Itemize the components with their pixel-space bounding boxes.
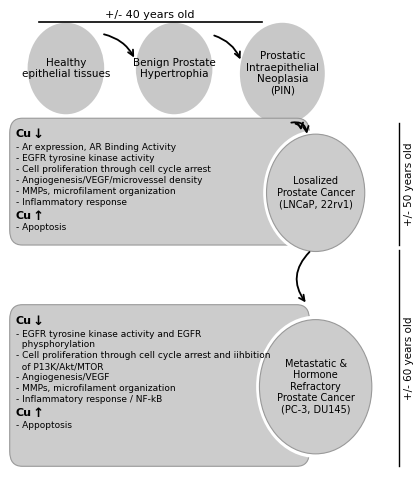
Circle shape [259,320,372,454]
Text: +/- 60 years old: +/- 60 years old [404,316,414,400]
Text: physphorylation: physphorylation [16,340,95,349]
Text: Cu: Cu [16,408,32,418]
Text: - EGFR tyrosine kinase activity and EGFR: - EGFR tyrosine kinase activity and EGFR [16,330,201,338]
Text: ↑: ↑ [33,210,44,222]
Circle shape [136,23,212,114]
Text: - Inflammatory response / NF-kB: - Inflammatory response / NF-kB [16,395,162,404]
Circle shape [266,134,365,252]
Text: - EGFR tyrosine kinase activity: - EGFR tyrosine kinase activity [16,154,155,163]
Text: - Angiogenesis/VEGF/microvessel density: - Angiogenesis/VEGF/microvessel density [16,176,202,185]
Text: Prostatic
Intraepithelial
Neoplasia
(PIN): Prostatic Intraepithelial Neoplasia (PIN… [246,51,319,96]
Circle shape [28,23,104,114]
Text: +/- 40 years old: +/- 40 years old [106,10,195,20]
Text: Benign Prostate
Hypertrophia: Benign Prostate Hypertrophia [133,58,215,80]
Text: ↓: ↓ [33,128,44,141]
Text: - Inflammatory response: - Inflammatory response [16,198,127,207]
Text: Metastatic &
Hormone
Refractory
Prostate Cancer
(PC-3, DU145): Metastatic & Hormone Refractory Prostate… [277,358,354,415]
Text: of P13K/Akt/MTOR: of P13K/Akt/MTOR [16,362,103,372]
Circle shape [240,23,325,124]
Text: ↑: ↑ [33,407,44,420]
Text: - Cell proliferation through cell cycle arrest: - Cell proliferation through cell cycle … [16,165,211,174]
Text: Healthy
epithelial tissues: Healthy epithelial tissues [22,58,110,80]
Circle shape [263,130,368,256]
Text: Cu: Cu [16,210,32,220]
Text: - Appoptosis: - Appoptosis [16,420,72,430]
Text: ↓: ↓ [33,314,44,328]
FancyBboxPatch shape [10,304,309,466]
Text: - MMPs, microfilament organization: - MMPs, microfilament organization [16,187,176,196]
Text: - Ar expression, AR Binding Activity: - Ar expression, AR Binding Activity [16,143,176,152]
Text: - Cell proliferation through cell cycle arrest and iihbition: - Cell proliferation through cell cycle … [16,352,270,360]
Text: - MMPs, microfilament organization: - MMPs, microfilament organization [16,384,176,394]
Text: Losalized
Prostate Cancer
(LNCaP, 22rv1): Losalized Prostate Cancer (LNCaP, 22rv1) [277,176,354,210]
Text: +/- 50 years old: +/- 50 years old [404,142,414,226]
Text: Cu: Cu [16,316,32,326]
Text: - Angiogenesis/VEGF: - Angiogenesis/VEGF [16,374,109,382]
Text: - Apoptosis: - Apoptosis [16,223,66,232]
Text: Cu: Cu [16,129,32,139]
Circle shape [256,316,375,458]
FancyBboxPatch shape [10,118,309,245]
